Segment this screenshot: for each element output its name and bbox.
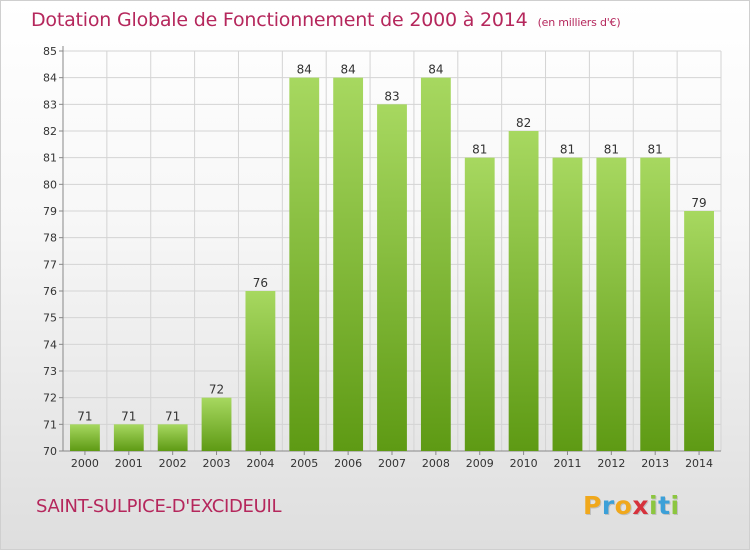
data-label: 71	[165, 409, 180, 423]
y-tick-label: 85	[43, 45, 57, 58]
y-tick-label: 73	[43, 365, 57, 378]
proxiti-logo[interactable]: Proxiti	[583, 491, 680, 520]
commune-name: SAINT-SULPICE-D'EXCIDEUIL	[36, 496, 282, 517]
y-tick-label: 76	[43, 285, 57, 298]
logo-letter: i	[649, 491, 659, 520]
data-label: 72	[209, 383, 224, 397]
bar	[464, 157, 495, 451]
logo-letter: o	[614, 491, 633, 520]
x-tick-label: 2007	[378, 457, 406, 470]
bar	[70, 424, 100, 451]
y-tick-label: 74	[43, 338, 57, 351]
bar	[113, 424, 144, 451]
data-label: 81	[472, 143, 487, 157]
x-tick-label: 2002	[159, 457, 187, 470]
bars	[70, 77, 714, 452]
bar	[333, 77, 364, 452]
data-label: 82	[516, 116, 531, 130]
x-tick-label: 2009	[466, 457, 494, 470]
x-tick-label: 2013	[641, 457, 669, 470]
y-tick-label: 72	[43, 392, 57, 405]
bar	[552, 157, 583, 451]
y-tick-label: 78	[43, 232, 57, 245]
logo-letter: t	[658, 491, 671, 520]
bar	[289, 77, 320, 452]
data-label: 79	[691, 196, 706, 210]
bar	[377, 104, 407, 451]
y-tick-label: 75	[43, 312, 57, 325]
x-tick-label: 2011	[553, 457, 581, 470]
x-tick-label: 2008	[422, 457, 450, 470]
y-tick-label: 71	[43, 418, 57, 431]
logo-letter: P	[583, 491, 602, 520]
logo-letter: x	[632, 491, 649, 520]
y-tick-label: 79	[43, 205, 57, 218]
x-tick-label: 2006	[334, 457, 362, 470]
x-tick-label: 2000	[71, 457, 99, 470]
bar	[157, 424, 188, 451]
logo-letter: r	[601, 491, 615, 520]
bar	[420, 77, 451, 452]
chart-title: Dotation Globale de Fonctionnement de 20…	[31, 9, 621, 31]
x-tick-label: 2005	[290, 457, 318, 470]
x-tick-label: 2010	[510, 457, 538, 470]
x-tick-label: 2001	[115, 457, 143, 470]
data-label: 81	[604, 143, 619, 157]
y-tick-label: 84	[43, 72, 57, 85]
data-label: 83	[384, 89, 399, 103]
x-tick-label: 2003	[203, 457, 231, 470]
bar	[245, 291, 276, 451]
data-label: 81	[560, 143, 575, 157]
y-tick-label: 83	[43, 98, 57, 111]
data-label: 76	[253, 276, 268, 290]
chart-subtitle: (en milliers d'€)	[537, 16, 621, 29]
bar	[508, 131, 539, 451]
x-tick-label: 2004	[246, 457, 274, 470]
y-tick-label: 81	[43, 152, 57, 165]
y-tick-label: 70	[43, 445, 57, 458]
y-tick-label: 82	[43, 125, 57, 138]
data-labels: 71 71 71 72 76 84 84 83 84 81 82 81 81 81 79	[77, 63, 706, 424]
data-label: 84	[428, 63, 443, 77]
bar	[684, 211, 714, 451]
y-tick-label: 80	[43, 178, 57, 191]
chart-title-text: Dotation Globale de Fonctionnement de 20…	[31, 9, 528, 31]
logo-letter: i	[670, 491, 680, 520]
data-label: 84	[297, 63, 312, 77]
data-label: 71	[121, 409, 136, 423]
data-label: 71	[77, 409, 92, 423]
x-tick-label: 2014	[685, 457, 713, 470]
bar	[201, 397, 232, 451]
data-label: 84	[340, 63, 355, 77]
bar	[640, 157, 671, 451]
y-tick-label: 77	[43, 258, 57, 271]
bar	[596, 157, 627, 451]
data-label: 81	[648, 143, 663, 157]
x-tick-label: 2012	[597, 457, 625, 470]
